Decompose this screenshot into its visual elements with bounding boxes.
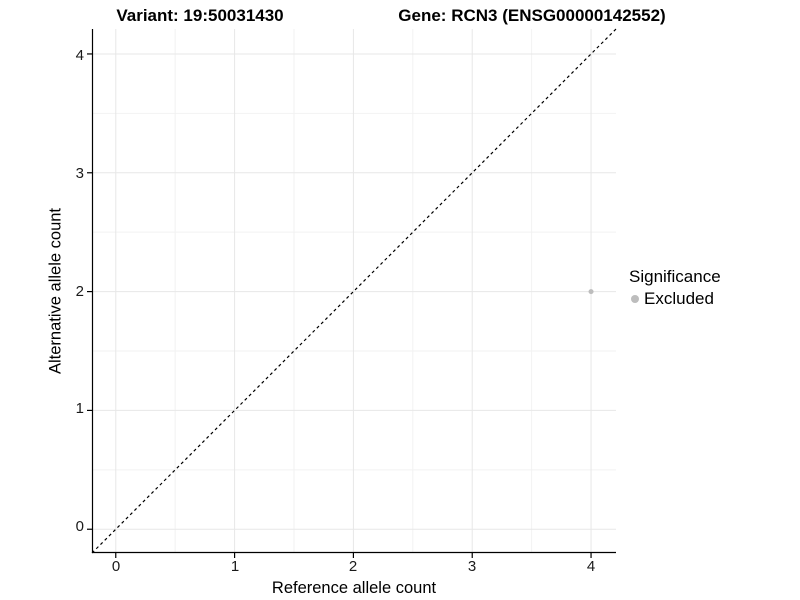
legend: Significance Excluded	[629, 267, 721, 309]
y-axis-title: Alternative allele count	[46, 207, 65, 375]
y-tick-label: 2	[75, 282, 84, 300]
y-tick-label: 3	[75, 165, 84, 182]
legend-title: Significance	[629, 267, 721, 286]
y-tick-label: 4	[75, 47, 84, 64]
x-tick-label: 3	[467, 558, 477, 575]
x-tick-label: 0	[111, 558, 121, 575]
x-tick-label: 1	[230, 558, 240, 575]
plot-title-variant: Variant: 19:50031430	[116, 6, 284, 25]
identity-line	[91, 28, 617, 554]
x-axis-title: Reference allele count	[271, 579, 437, 597]
data-point	[588, 289, 594, 295]
x-tick-label: 2	[348, 558, 358, 575]
y-tick-label: 0	[75, 518, 84, 535]
legend-item-excluded: Excluded	[629, 289, 721, 309]
y-tick-label: 1	[75, 400, 84, 417]
plot-title-gene: Gene: RCN3 (ENSG00000142552)	[398, 6, 666, 25]
legend-dot-icon	[631, 295, 639, 303]
legend-item-label: Excluded	[644, 289, 714, 308]
x-tick-label: 4	[586, 558, 596, 575]
plot-panel	[87, 28, 617, 558]
